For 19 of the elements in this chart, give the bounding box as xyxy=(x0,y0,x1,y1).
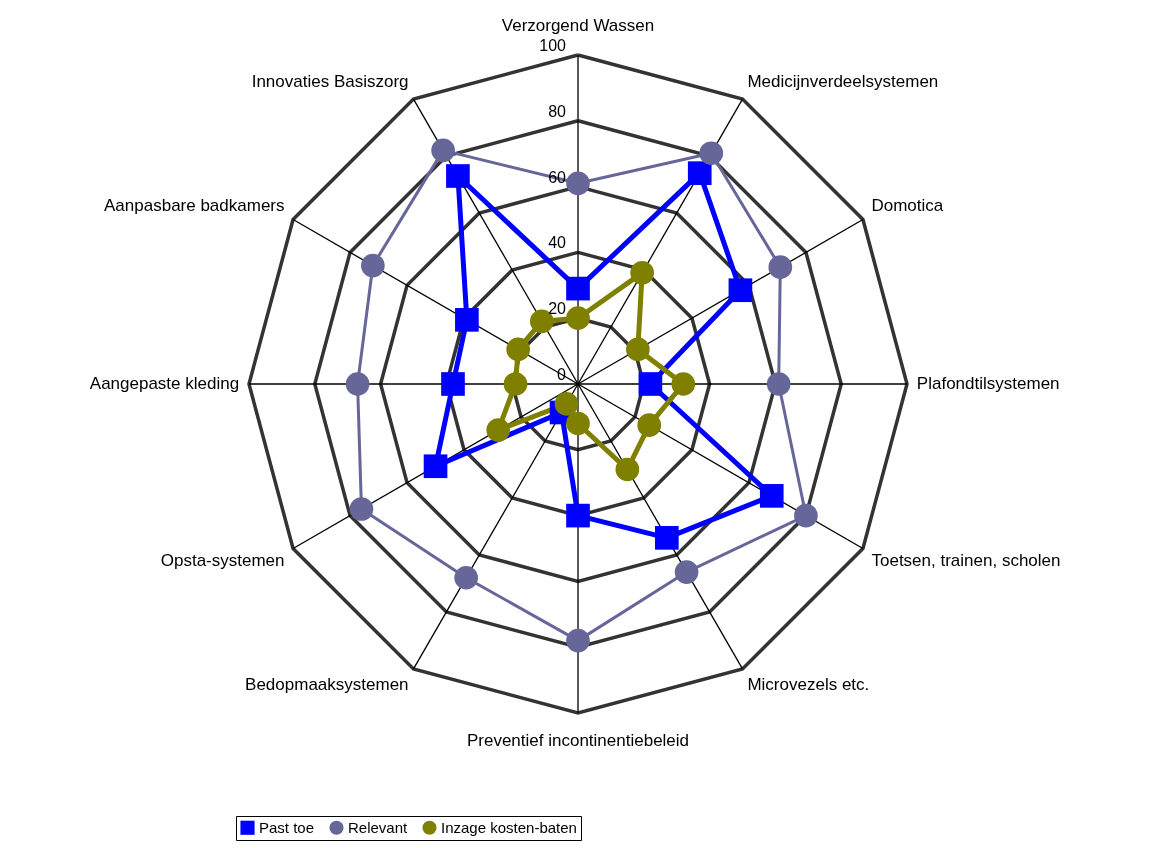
spoke-label: Aangepaste kleding xyxy=(89,374,240,393)
spoke-label: Bedopmaaksystemen xyxy=(245,675,409,695)
y-tick-label: 100 xyxy=(539,37,567,54)
spoke-label: Opsta-systemen xyxy=(160,551,285,571)
spoke-label: Toetsen, trainen, scholen xyxy=(871,551,1061,571)
spoke-label: Microvezels etc. xyxy=(747,675,870,695)
legend-label: Relevant xyxy=(348,818,409,836)
spoke-label: Medicijnverdeelsystemen xyxy=(747,71,939,91)
legend-label: Past toe xyxy=(259,818,315,836)
spoke-label: Innovaties Basiszorg xyxy=(251,71,409,91)
spoke-label: Preventief incontinentiebeleid xyxy=(466,730,690,750)
y-tick-label: 20 xyxy=(548,300,567,318)
y-tick-label: 80 xyxy=(548,102,567,120)
spoke-label: Verzorgend Wassen xyxy=(501,16,655,36)
y-tick-label: 40 xyxy=(548,234,567,252)
spoke-label: Aanpasbare badkamers xyxy=(104,195,285,215)
legend-label: Inzage kosten-baten xyxy=(441,818,577,836)
spoke-label: Domotica xyxy=(871,195,944,215)
spoke-label: Plafondtilsystemen xyxy=(916,374,1060,393)
